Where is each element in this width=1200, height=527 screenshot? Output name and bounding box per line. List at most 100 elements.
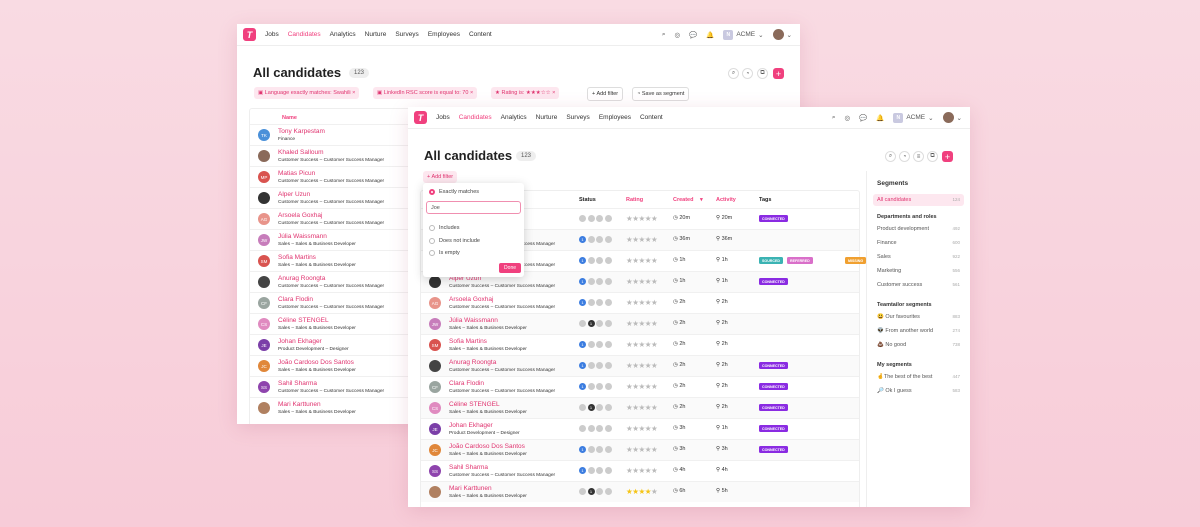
- nav-nurture[interactable]: Nurture: [535, 114, 558, 121]
- segment-item[interactable]: 🔎 Ok I guess 583: [877, 388, 960, 394]
- column-activity[interactable]: Activity: [716, 197, 736, 203]
- segment-item[interactable]: 💩 No good 738: [877, 342, 960, 348]
- nav-surveys[interactable]: Surveys: [395, 31, 419, 38]
- candidate-name[interactable]: Arsoela Goxhaj: [278, 212, 323, 219]
- column-rating[interactable]: Rating: [626, 197, 644, 203]
- search-icon[interactable]: ⌕: [831, 113, 836, 121]
- candidate-name[interactable]: Júlia Waissmann: [449, 317, 498, 324]
- candidate-name[interactable]: Sofia Martins: [449, 338, 487, 345]
- candidate-name[interactable]: Johan Ekhager: [449, 422, 493, 429]
- save-segment-button[interactable]: ◔ Save as segment: [632, 87, 690, 101]
- remove-filter-icon[interactable]: ×: [550, 90, 556, 96]
- search-icon[interactable]: ⌕: [885, 151, 896, 162]
- search-icon[interactable]: ⌕: [661, 30, 666, 38]
- segment-item[interactable]: Marketing 556: [877, 268, 960, 274]
- candidate-name[interactable]: Khaled Salloum: [278, 149, 324, 156]
- nav-surveys[interactable]: Surveys: [566, 114, 590, 121]
- candidate-name[interactable]: Sahil Sharma: [278, 380, 318, 387]
- nav-candidates[interactable]: Candidates: [287, 31, 321, 38]
- remove-filter-icon[interactable]: ×: [350, 90, 356, 96]
- add-filter-button[interactable]: + Add filter: [587, 87, 624, 101]
- candidate-name[interactable]: Matias Picun: [278, 170, 316, 177]
- candidate-row[interactable]: JE Johan Ekhager Product Development – Des…: [421, 418, 859, 439]
- candidate-name[interactable]: Arsoela Goxhaj: [449, 296, 494, 303]
- candidate-row[interactable]: JW Júlia Waissmann Sales – Sales & Busines…: [421, 313, 859, 334]
- candidate-name[interactable]: Mari Karttunen: [449, 485, 492, 492]
- candidate-row[interactable]: CF Clara Flodin Customer Success – Custome…: [421, 376, 859, 397]
- segment-item[interactable]: 🤞The best of the best 447: [877, 374, 960, 380]
- nav-nurture[interactable]: Nurture: [364, 31, 387, 38]
- column-created[interactable]: Created: [673, 197, 694, 203]
- segment-icon[interactable]: ◔: [899, 151, 910, 162]
- segment-item[interactable]: Sales 922: [877, 254, 960, 260]
- org-switcher[interactable]: N ACME ⌄: [723, 29, 764, 40]
- filter-chip[interactable]: ▣ LinkedIn RSC score is equal to: 70 ×: [373, 87, 478, 99]
- user-menu[interactable]: ⌄: [772, 29, 792, 40]
- candidate-name[interactable]: Johan Ekhager: [278, 338, 322, 345]
- search-icon[interactable]: ⌕: [728, 68, 739, 79]
- nav-analytics[interactable]: Analytics: [500, 114, 527, 121]
- segment-item[interactable]: 😃 Our favourites 883: [877, 314, 960, 320]
- candidate-row[interactable]: CS Céline STENGEL Sales – Sales & Business…: [421, 397, 859, 418]
- candidate-row[interactable]: Anurag Roongta Customer Success – Custome…: [421, 355, 859, 376]
- radio-option[interactable]: Does not include: [429, 237, 480, 244]
- nav-candidates[interactable]: Candidates: [458, 114, 492, 121]
- org-switcher[interactable]: N ACME ⌄: [893, 112, 934, 123]
- bell-icon[interactable]: 🔔: [876, 114, 885, 122]
- filter-icon[interactable]: ≡: [913, 151, 924, 162]
- candidate-name[interactable]: Mari Karttunen: [278, 401, 321, 408]
- bell-icon[interactable]: 🔔: [706, 31, 715, 39]
- candidate-name[interactable]: Céline STENGEL: [449, 401, 500, 408]
- candidate-name[interactable]: Tony Karpestam: [278, 128, 325, 135]
- candidate-name[interactable]: Clara Flodin: [449, 380, 485, 387]
- nav-analytics[interactable]: Analytics: [329, 31, 356, 38]
- candidate-name[interactable]: João Cardoso Dos Santos: [278, 359, 354, 366]
- nav-content[interactable]: Content: [639, 114, 663, 121]
- check-circle-icon[interactable]: ◎: [674, 31, 681, 39]
- candidate-name[interactable]: Júlia Waissmann: [278, 233, 327, 240]
- segment-item[interactable]: Customer success 561: [877, 282, 960, 288]
- candidate-row[interactable]: Mari Karttunen Sales – Sales & Business D…: [421, 481, 859, 502]
- nav-employees[interactable]: Employees: [598, 114, 631, 121]
- candidate-row[interactable]: AG Arsoela Goxhaj Customer Success – Custo…: [421, 292, 859, 313]
- candidate-name[interactable]: Anurag Roongta: [278, 275, 326, 282]
- candidate-name[interactable]: João Cardoso Dos Santos: [449, 443, 525, 450]
- chat-icon[interactable]: 💬: [859, 114, 868, 122]
- user-menu[interactable]: ⌄: [942, 112, 962, 123]
- add-candidate-button[interactable]: +: [773, 68, 784, 79]
- copy-icon[interactable]: ⧉: [757, 68, 768, 79]
- radio-exactly-matches[interactable]: Exactly matches: [429, 189, 479, 195]
- add-filter-button[interactable]: + Add filter: [423, 171, 458, 183]
- filter-value-input[interactable]: Joe: [426, 201, 521, 214]
- segment-item[interactable]: Product development 492: [877, 226, 960, 232]
- nav-jobs[interactable]: Jobs: [436, 114, 450, 121]
- done-button[interactable]: Done: [499, 263, 521, 273]
- candidate-row[interactable]: SM Sofia Martins Sales – Sales & Business …: [421, 334, 859, 355]
- add-candidate-button[interactable]: +: [942, 151, 953, 162]
- candidate-name[interactable]: Alper Uzun: [278, 191, 311, 198]
- radio-option[interactable]: Is empty: [429, 250, 460, 256]
- segment-all-candidates[interactable]: All candidates 124: [873, 194, 964, 206]
- candidate-name[interactable]: Sahil Sharma: [449, 464, 489, 471]
- candidate-name[interactable]: Clara Flodin: [278, 296, 314, 303]
- nav-jobs[interactable]: Jobs: [265, 31, 279, 38]
- nav-content[interactable]: Content: [468, 31, 492, 38]
- chat-icon[interactable]: 💬: [689, 31, 698, 39]
- candidate-name[interactable]: Sofia Martins: [278, 254, 316, 261]
- copy-icon[interactable]: ⧉: [927, 151, 938, 162]
- segment-item[interactable]: Finance 600: [877, 240, 960, 246]
- filter-chip[interactable]: ★ Rating is: ★★★☆☆ ×: [491, 87, 560, 99]
- segment-icon[interactable]: ◔: [742, 68, 753, 79]
- nav-employees[interactable]: Employees: [427, 31, 460, 38]
- check-circle-icon[interactable]: ◎: [844, 114, 851, 122]
- candidate-name[interactable]: Céline STENGEL: [278, 317, 329, 324]
- candidate-name[interactable]: Anurag Roongta: [449, 359, 497, 366]
- radio-option[interactable]: Includes: [429, 225, 460, 231]
- remove-filter-icon[interactable]: ×: [468, 90, 474, 96]
- candidate-row[interactable]: JC João Cardoso Dos Santos Sales – Sales &…: [421, 439, 859, 460]
- candidate-row[interactable]: Alper Uzun Customer Success – Customer Su…: [421, 271, 859, 292]
- candidate-row[interactable]: SS Sahil Sharma Customer Success – Custome…: [421, 460, 859, 481]
- candidate-name[interactable]: Alper Uzun: [449, 275, 482, 282]
- filter-chip[interactable]: ▣ Language exactly matches: Swahili ×: [254, 87, 360, 99]
- segment-item[interactable]: 👽 From another world 274: [877, 328, 960, 334]
